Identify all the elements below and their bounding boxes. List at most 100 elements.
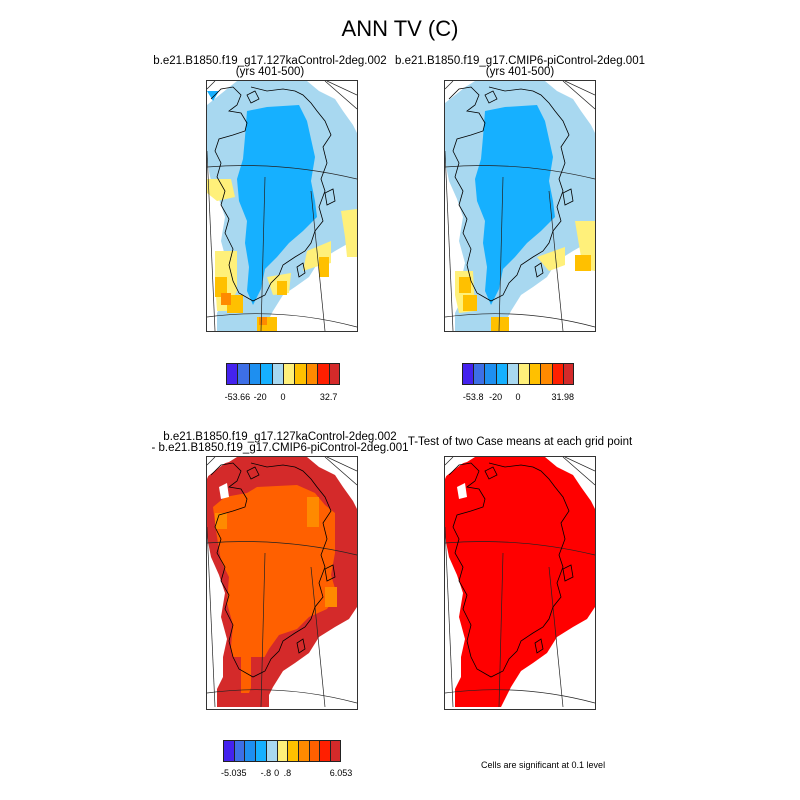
field-orange (463, 295, 477, 311)
meridian-line (326, 457, 357, 472)
colorbar-difference-swatch (330, 740, 341, 762)
colorbar-case2-swatch (540, 363, 552, 385)
meridian-line (207, 150, 216, 331)
meridian-line (445, 526, 454, 708)
field-blue (237, 105, 317, 305)
colorbar-case1-tick-label: -53.66 (224, 392, 251, 402)
field-orange (215, 277, 227, 297)
coastline (210, 462, 332, 678)
colorbar-case1-swatch (226, 363, 238, 385)
parallel-line (445, 689, 595, 704)
field-significant (445, 457, 595, 707)
colorbar-difference-tick-label: -.8 (260, 768, 272, 778)
colorbar-case1 (226, 363, 340, 385)
colorbar-difference-labels: -5.035 -.8 0.8 6.053 (220, 768, 352, 780)
parallel-line (207, 689, 357, 704)
field-orange (459, 277, 471, 293)
panel2-title-line1: b.e21.B1850.f19_g17.CMIP6-piControl-2deg… (395, 55, 645, 67)
meridian-line (310, 566, 326, 708)
field-orange (319, 257, 329, 277)
meridian-line (445, 457, 454, 466)
colorbar-case1-swatch (282, 363, 295, 385)
colorbar-case2-tick-label: 31.98 (551, 392, 575, 402)
colorbar-difference-swatch (223, 740, 234, 762)
colorbar-case1-tick-label: -20 (253, 392, 267, 402)
meridian-line (207, 526, 216, 708)
meridian-line (564, 457, 595, 472)
meridian-line (445, 81, 454, 90)
panel4-title: T-Test of two Case means at each grid po… (380, 436, 660, 448)
colorbar-case1-tick-label: 32.7 (319, 392, 338, 402)
meridian-line (564, 81, 595, 96)
panel2-title-line2: (yrs 401-500) (485, 66, 555, 78)
colorbar-difference-swatch (276, 740, 288, 762)
map-ttest-svg (445, 457, 595, 708)
significance-note: Cells are significant at 0.1 level (481, 760, 606, 770)
field-dark-red (231, 657, 241, 697)
meridian-line (207, 81, 216, 90)
colorbar-difference (223, 740, 341, 762)
meridian-line (562, 81, 595, 110)
colorbar-difference-tick-label: 0 (274, 768, 280, 778)
parallel-line (207, 165, 357, 180)
colorbar-difference-tick-label: 6.053 (329, 768, 353, 778)
field-orange (277, 281, 287, 295)
colorbar-difference-swatch (308, 740, 320, 762)
colorbar-case2-swatch (484, 363, 496, 385)
colorbar-case2-tick-label: 0 (515, 392, 521, 402)
colorbar-difference-tick-label: -5.035 (220, 768, 247, 778)
meridian-line (548, 566, 564, 708)
colorbar-difference-swatch (244, 740, 256, 762)
field-blank (219, 483, 229, 499)
coastline (448, 462, 570, 678)
colorbar-case2-swatch (517, 363, 530, 385)
parallel-line (445, 313, 595, 328)
field-yellow (207, 179, 235, 201)
meridian-line (498, 552, 504, 708)
field-orange (575, 255, 591, 271)
parallel-line (445, 541, 595, 556)
panel4-title-line1: T-Test of two Case means at each grid po… (407, 436, 633, 448)
panel1-title: b.e21.B1850.f19_g17.127kaControl-2deg.00… (130, 55, 410, 78)
field-blue (475, 105, 555, 305)
parallel-line (207, 541, 357, 556)
panel3-title-line1: b.e21.B1850.f19_g17.127kaControl-2deg.00… (163, 431, 397, 443)
panel2-title: b.e21.B1850.f19_g17.CMIP6-piControl-2deg… (380, 55, 660, 78)
colorbar-difference-swatch (233, 740, 245, 762)
coastline-islands (246, 466, 336, 654)
meridian-line (562, 457, 595, 486)
panel1-title-line2: (yrs 401-500) (235, 66, 305, 78)
colorbar-case2-labels: -53.8 -20 0 31.98 (462, 392, 574, 404)
map-case1-svg (207, 81, 357, 331)
meridian-line (498, 176, 504, 331)
colorbar-difference-tick-label: .8 (283, 768, 292, 778)
colorbar-case2-swatch (529, 363, 541, 385)
colorbar-case2-tick-label: -20 (489, 392, 503, 402)
field-blank (445, 81, 473, 103)
colorbar-case1-swatch (317, 363, 329, 385)
meridian-line (310, 190, 326, 331)
field-blank (207, 81, 237, 105)
colorbar-difference-swatch (319, 740, 331, 762)
colorbar-case1-swatch (271, 363, 283, 385)
field-dark-orange (307, 497, 319, 527)
parallel-line (445, 165, 595, 180)
map-case2-svg (445, 81, 595, 331)
meridian-line (445, 150, 454, 331)
colorbar-case1-labels: -53.66 -20 0 32.7 (224, 392, 340, 404)
colorbar-case2-swatch (495, 363, 507, 385)
colorbar-case1-swatch (328, 363, 340, 385)
colorbar-case2-swatch (473, 363, 485, 385)
coastline (210, 86, 332, 302)
map-panel-ttest (444, 456, 596, 710)
colorbar-case2-tick-label: -53.8 (462, 392, 484, 402)
panel3-title-line2: - b.e21.B1850.f19_g17.CMIP6-piControl-2d… (151, 442, 409, 454)
coastline-islands (484, 466, 574, 654)
colorbar-case1-swatch (260, 363, 272, 385)
field-yellow (537, 247, 565, 271)
meridian-line (324, 81, 357, 110)
meridian-line (326, 81, 357, 96)
colorbar-case2-swatch (506, 363, 518, 385)
colorbar-case1-tick-label: 0 (280, 392, 286, 402)
field-dark-red (251, 657, 269, 707)
